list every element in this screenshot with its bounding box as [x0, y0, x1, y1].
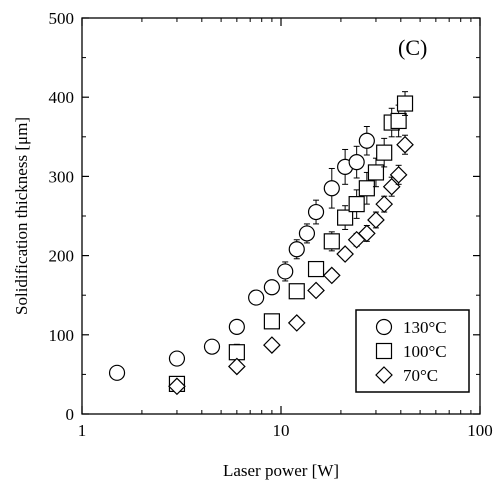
y-tick-label: 500 — [49, 9, 75, 28]
data-point — [357, 224, 376, 243]
data-point — [288, 283, 305, 300]
data-marks — [108, 91, 414, 396]
data-point — [228, 344, 245, 361]
legend-label: 130°C — [403, 318, 447, 337]
data-point — [358, 132, 375, 149]
series-circle — [108, 126, 375, 381]
data-point — [298, 225, 316, 242]
y-tick-label: 400 — [49, 88, 75, 107]
data-point — [228, 357, 246, 376]
data-point — [287, 314, 306, 332]
data-point — [263, 279, 280, 296]
data-point — [168, 350, 186, 367]
data-point — [288, 241, 305, 258]
x-tick-label: 10 — [273, 421, 290, 440]
data-point — [375, 195, 394, 213]
data-point — [367, 211, 385, 229]
legend-marker — [375, 342, 393, 360]
legend-label: 70°C — [403, 366, 438, 385]
series-square — [168, 91, 414, 393]
x-tick-label: 100 — [467, 421, 493, 440]
data-point — [323, 180, 340, 197]
y-tick-label: 100 — [49, 326, 75, 345]
data-point — [263, 336, 281, 354]
legend-marker — [375, 318, 393, 336]
data-point — [307, 281, 325, 300]
legend-label: 100°C — [403, 342, 447, 361]
y-tick-label: 200 — [49, 247, 75, 266]
data-point — [390, 112, 407, 130]
legend: 130°C 100°C 70°C — [355, 309, 470, 393]
data-point — [367, 164, 385, 181]
x-axis-title: Laser power [W] — [223, 461, 339, 480]
data-point — [108, 364, 126, 381]
y-tick-label: 300 — [49, 167, 75, 186]
data-point — [168, 377, 186, 396]
axis-ticks: 0 100 200 300 400 500 1 10 100 — [49, 9, 493, 440]
data-point — [263, 313, 280, 330]
legend-marker — [375, 366, 393, 384]
data-point — [358, 180, 375, 197]
data-point — [337, 209, 354, 226]
data-point — [376, 144, 393, 161]
series-diamond — [168, 134, 414, 396]
data-point — [322, 266, 341, 285]
data-point — [348, 196, 365, 213]
data-point — [396, 95, 414, 112]
data-point — [307, 260, 325, 278]
y-axis-title: Solidification thickness [μm] — [12, 117, 31, 315]
data-point — [396, 135, 414, 154]
data-point — [277, 263, 294, 280]
data-point — [203, 338, 221, 355]
data-point — [307, 203, 325, 221]
legend-box — [355, 309, 470, 393]
data-point — [348, 154, 365, 171]
data-point — [336, 245, 354, 263]
data-point — [323, 233, 340, 250]
data-point — [389, 165, 408, 184]
panel-label: (C) — [398, 35, 427, 60]
data-point — [248, 289, 265, 306]
data-point — [228, 318, 245, 335]
x-tick-label: 1 — [78, 421, 87, 440]
y-tick-label: 0 — [66, 405, 75, 424]
